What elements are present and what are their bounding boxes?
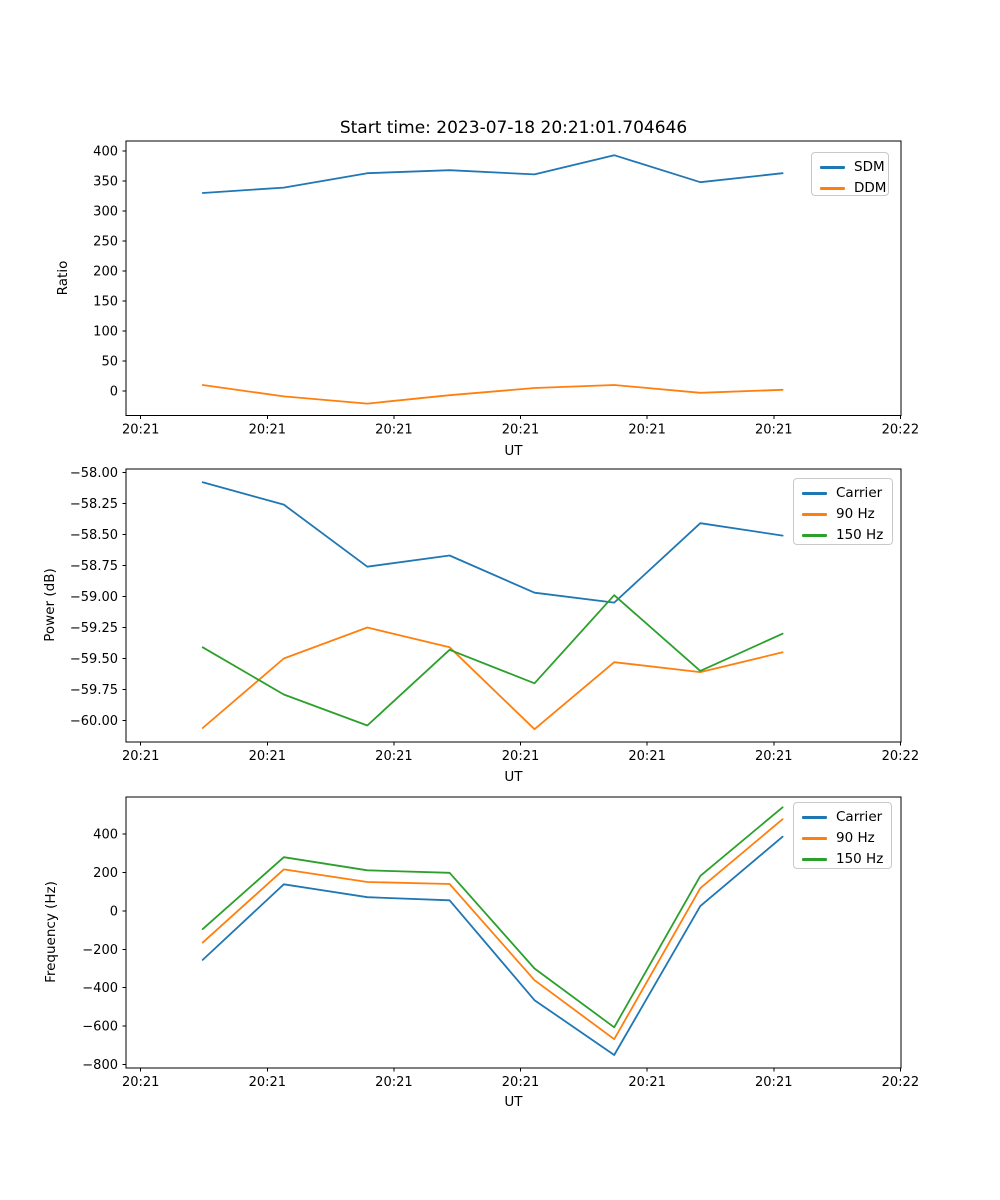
y-tick-label: 400 [93, 827, 118, 842]
y-tick-label: −58.25 [70, 497, 118, 512]
y-tick-label: −59.75 [70, 683, 118, 698]
y-tick-label: 50 [101, 355, 118, 370]
line-ratio-ddm [201, 384, 784, 405]
legend-label: 90 Hz [836, 506, 875, 522]
legend-line-sample [802, 816, 827, 819]
x-tick-label: 20:21 [249, 423, 286, 438]
line-power-carrier [201, 481, 784, 604]
legend-label: 150 Hz [836, 851, 884, 867]
y-tick-label: 0 [110, 385, 118, 400]
line-frequency-carrier [201, 835, 784, 1056]
x-tick-label: 20:21 [502, 423, 539, 438]
x-tick-label: 20:21 [122, 1075, 159, 1090]
y-tick-label: −59.00 [70, 590, 118, 605]
axes-frame [125, 140, 902, 416]
y-tick-label: −60.00 [70, 714, 118, 729]
legend-row: SDM [820, 157, 885, 178]
y-tick-label: 350 [93, 175, 118, 190]
legend-row: 150 Hz [802, 525, 884, 546]
x-tick-label: 20:21 [502, 749, 539, 764]
y-tick-label: 150 [93, 295, 118, 310]
legend-power: Carrier 90 Hz 150 Hz [793, 478, 893, 545]
subplot-power: 20:21 20:21 20:21 20:21 20:21 20:21 20:22 −58.0… [70, 466, 919, 764]
legend-row: 150 Hz [802, 849, 883, 870]
legend-label: 90 Hz [836, 830, 875, 846]
x-tick-label: 20:22 [882, 423, 919, 438]
x-tick-label: 20:21 [249, 749, 286, 764]
figure-title: Start time: 2023-07-18 20:21:01.704646 [339, 118, 688, 138]
y-tick-label: −200 [82, 943, 118, 958]
y-tick-label: −800 [82, 1058, 118, 1073]
legend-label: DDM [854, 180, 887, 196]
y-tick-label: 300 [93, 205, 118, 220]
legend-line-sample [802, 513, 827, 516]
x-tick-label: 20:21 [375, 749, 412, 764]
y-tick-label: 400 [93, 145, 118, 160]
y-tick-label: 0 [110, 904, 118, 919]
x-tick-label: 20:21 [375, 1075, 412, 1090]
x-tick-label: 20:22 [882, 1075, 919, 1090]
y-tick-label: −58.00 [70, 466, 118, 481]
line-frequency-150-hz [201, 806, 784, 1029]
yaxis-label-power: Power (dB) [42, 568, 58, 642]
yaxis-label-frequency: Frequency (Hz) [43, 881, 59, 983]
x-tick-label: 20:21 [755, 423, 792, 438]
y-tick-label: 250 [93, 235, 118, 250]
legend-label: SDM [854, 159, 885, 175]
legend-line-sample [802, 858, 827, 861]
x-tick-label: 20:21 [502, 1075, 539, 1090]
axes-frame [125, 796, 902, 1069]
y-tick-label: −59.50 [70, 652, 118, 667]
x-tick-label: 20:21 [755, 749, 792, 764]
line-power-90-hz [201, 626, 784, 731]
y-tick-label: 100 [93, 325, 118, 340]
subplot-ratio: 20:21 20:21 20:21 20:21 20:21 20:21 20:22 400 35… [93, 140, 919, 438]
legend-row: 90 Hz [802, 504, 884, 525]
legend-label: Carrier [836, 485, 883, 501]
y-tick-label: −59.25 [70, 621, 118, 636]
y-tick-label: 200 [93, 866, 118, 881]
legend-line-sample [802, 534, 827, 537]
subplot-frequency: 20:21 20:21 20:21 20:21 20:21 20:21 20:22 400 20… [82, 796, 919, 1090]
line-ratio-sdm [201, 154, 784, 194]
x-tick-label: 20:22 [882, 749, 919, 764]
y-tick-label: −400 [82, 981, 118, 996]
x-tick-label: 20:21 [375, 423, 412, 438]
legend-row: DDM [820, 178, 886, 199]
x-tick-label: 20:21 [122, 749, 159, 764]
legend-line-sample [802, 492, 827, 495]
legend-row: Carrier [802, 807, 883, 828]
xaxis-label-power: UT [504, 769, 523, 785]
x-tick-label: 20:21 [122, 423, 159, 438]
x-tick-label: 20:21 [249, 1075, 286, 1090]
y-tick-label: −58.75 [70, 559, 118, 574]
legend-line-sample [820, 187, 845, 190]
y-tick-label: −58.50 [70, 528, 118, 543]
y-tick-label: −600 [82, 1020, 118, 1035]
legend-line-sample [802, 837, 827, 840]
legend-label: Carrier [836, 809, 883, 825]
line-frequency-90-hz [201, 818, 784, 1041]
x-tick-label: 20:21 [628, 749, 665, 764]
xaxis-label-ratio: UT [504, 443, 523, 459]
x-tick-label: 20:21 [755, 1075, 792, 1090]
x-tick-label: 20:21 [628, 423, 665, 438]
axes-frame [125, 468, 902, 743]
xaxis-label-frequency: UT [504, 1094, 523, 1110]
yaxis-label-ratio: Ratio [55, 260, 71, 296]
legend-row: 90 Hz [802, 828, 883, 849]
legend-label: 150 Hz [836, 527, 884, 543]
legend-ratio: SDM DDM [811, 152, 889, 196]
legend-line-sample [820, 166, 845, 169]
line-power-150-hz [201, 594, 784, 727]
legend-row: Carrier [802, 483, 884, 504]
x-tick-label: 20:21 [628, 1075, 665, 1090]
y-tick-label: 200 [93, 265, 118, 280]
legend-frequency: Carrier 90 Hz 150 Hz [793, 802, 892, 869]
